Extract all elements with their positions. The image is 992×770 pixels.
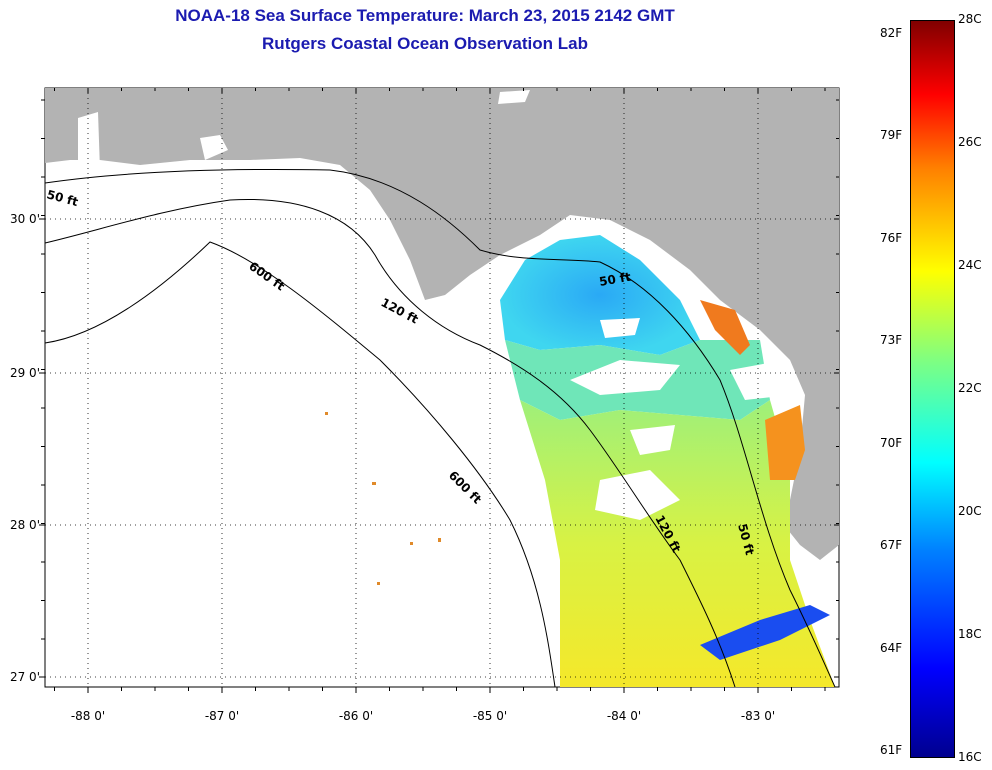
sst-cold-streak [700,605,830,660]
colorbar-fahrenheit-label: 64F [880,640,903,655]
longitude-tick-label: -86 0' [339,709,373,723]
colorbar-celsius-label: 18C [958,627,982,641]
sst-warm-coastal-strip [765,405,805,480]
cloud-patch [730,360,790,400]
coastal-bay [78,112,100,178]
sst-map: 50 ft 50 ft 50 ft 120 ft 120 ft 600 ft 6… [10,87,840,723]
coastal-bay [200,135,228,160]
contour-600ft [45,241,556,687]
sst-blue-region [500,235,700,355]
colorbar-celsius-label: 20C [958,504,982,518]
colorbar-celsius-label: 28C [958,12,982,26]
colorbar-fahrenheit-label: 67F [880,538,903,553]
colorbar-fahrenheit-label: 61F [880,743,903,758]
colorbar-fahrenheit-label: 70F [880,435,903,450]
temperature-colorbar [910,20,955,758]
colorbar-fahrenheit-label: 79F [880,128,903,143]
cloud-patch [600,318,640,338]
latitude-tick-label: 28 0' [10,518,40,532]
cloud-patch [630,425,675,455]
contour-label-50ft: 50 ft [598,270,632,289]
latitude-tick-label: 30 0' [10,212,40,226]
contour-50ft [45,169,836,687]
longitude-axis: -88 0' -87 0' -86 0' -85 0' -84 0' -83 0' [71,709,775,723]
colorbar-celsius-label: 26C [958,135,982,149]
colorbar-fahrenheit-label: 82F [880,25,903,40]
axis-ticks [39,88,839,693]
longitude-tick-label: -85 0' [473,709,507,723]
latitude-tick-label: 29 0' [10,366,40,380]
longitude-tick-label: -83 0' [741,709,775,723]
colorbar-celsius-label: 22C [958,381,982,395]
contour-120ft [45,198,736,687]
coastal-bay [498,90,530,104]
land-mass [45,88,839,560]
longitude-tick-label: -87 0' [205,709,239,723]
sst-yellow-region [520,400,835,687]
cloud-patch [570,360,680,395]
colorbar-celsius-label: 24C [958,258,982,272]
latitude-axis: 30 0' 29 0' 28 0' 27 0' [10,212,40,684]
latitude-tick-label: 27 0' [10,670,40,684]
longitude-tick-label: -84 0' [607,709,641,723]
colorbar-celsius-label: 16C [958,750,982,764]
map-subtitle: Rutgers Coastal Ocean Observation Lab [262,34,588,53]
scattered-pixels [325,412,441,585]
colorbar-fahrenheit-label: 73F [880,333,903,348]
longitude-tick-label: -88 0' [71,709,105,723]
map-title: NOAA-18 Sea Surface Temperature: March 2… [175,6,675,25]
cloud-patch [595,470,680,520]
sst-warm-coastal-strip [700,300,750,355]
colorbar-fahrenheit-label: 76F [880,230,903,245]
